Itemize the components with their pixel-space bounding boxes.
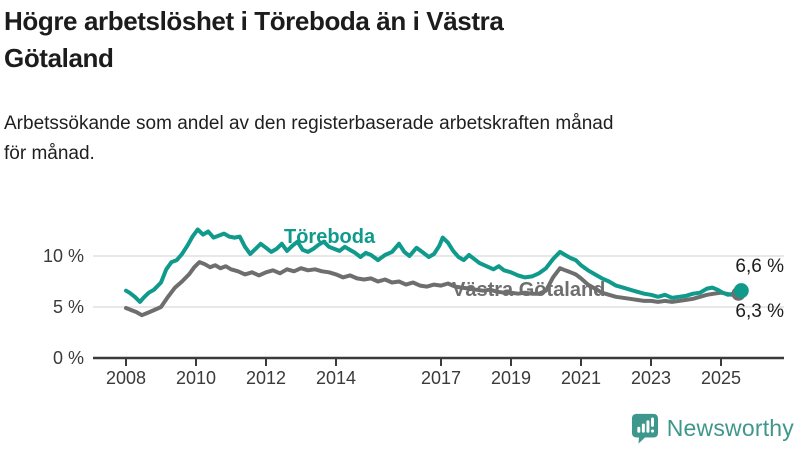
chart-subtitle-line2: för månad. xyxy=(4,143,95,164)
x-axis-label-2010: 2010 xyxy=(175,368,217,388)
logo-bar-tall xyxy=(646,420,650,433)
chart-title: Högre arbetslöshet i Töreboda än i Västr… xyxy=(4,3,724,77)
line-chart: Töreboda Västra Götaland 6,6 % 6,3 % 10 … xyxy=(0,200,800,412)
chart-title-line2: Götaland xyxy=(4,43,114,73)
y-axis-label-5: 5 % xyxy=(52,297,84,317)
logo-bar-medium xyxy=(641,423,645,433)
x-axis-label-2017: 2017 xyxy=(420,368,462,388)
chart-subtitle-line1: Arbetssökande som andel av den registerb… xyxy=(4,113,614,134)
plot-area xyxy=(93,227,784,366)
x-axis-label-2014: 2014 xyxy=(315,368,357,388)
x-axis-label-2025: 2025 xyxy=(700,368,742,388)
newsworthy-logo-text: Newsworthy xyxy=(666,415,794,441)
x-axis-label-2012: 2012 xyxy=(245,368,287,388)
series-label-vastra-gotaland: Västra Götaland xyxy=(452,279,606,301)
series-label-toreboda: Töreboda xyxy=(284,226,376,248)
series-line-vastra-gotaland xyxy=(124,260,741,318)
logo-bar-small xyxy=(637,426,641,433)
newsworthy-logo-icon xyxy=(631,413,658,444)
end-dot-toreboda xyxy=(733,283,749,299)
y-axis-label-10: 10 % xyxy=(42,246,84,266)
end-value-vastra-gotaland: 6,3 % xyxy=(735,301,784,322)
end-value-toreboda: 6,6 % xyxy=(735,256,784,277)
logo-exclamation-dot xyxy=(650,429,654,433)
series-line-toreboda xyxy=(124,227,744,304)
chart-subtitle: Arbetssökande som andel av den registerb… xyxy=(4,109,794,169)
logo-exclamation-bar xyxy=(650,417,654,427)
x-axis-label-2021: 2021 xyxy=(560,368,602,388)
newsworthy-branding[interactable]: Newsworthy xyxy=(631,413,794,444)
x-axis-label-2008: 2008 xyxy=(105,368,147,388)
chart-title-line1: Högre arbetslöshet i Töreboda än i Västr… xyxy=(4,6,504,36)
x-axis-label-2023: 2023 xyxy=(630,368,672,388)
x-axis-label-2019: 2019 xyxy=(490,368,532,388)
y-axis-label-0: 0 % xyxy=(52,348,84,368)
